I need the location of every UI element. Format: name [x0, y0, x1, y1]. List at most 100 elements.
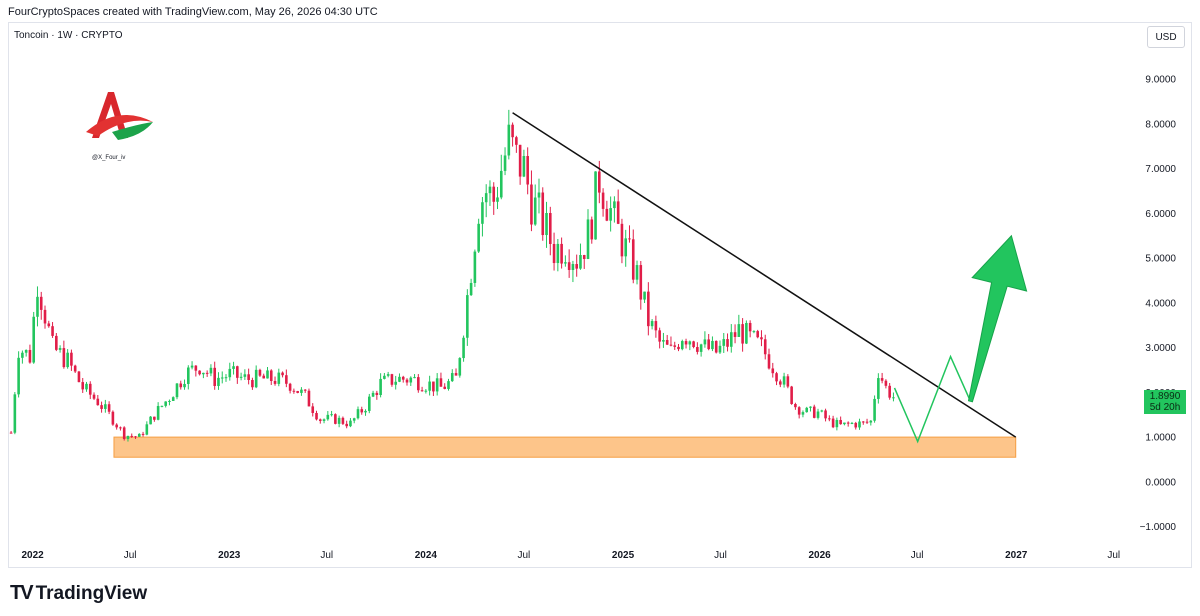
candle-body	[669, 344, 673, 346]
candle-body	[345, 423, 348, 427]
candle-body	[273, 381, 277, 384]
candle-body	[318, 419, 322, 421]
candle-body	[477, 223, 480, 252]
candle-body	[484, 193, 488, 203]
candle-body	[21, 352, 24, 358]
candle-body	[741, 324, 744, 344]
candle-body	[809, 406, 812, 408]
candle-body	[36, 296, 39, 317]
candle-body	[115, 424, 118, 428]
candle-body	[300, 389, 303, 393]
candle-body	[371, 392, 375, 397]
candle-body	[869, 420, 873, 423]
candle-body	[748, 322, 752, 332]
candle-body	[39, 296, 43, 310]
candle-body	[624, 238, 628, 257]
candle-body	[790, 386, 793, 404]
candle-body	[55, 335, 58, 350]
candle-body	[424, 390, 428, 392]
candle-body	[405, 379, 409, 383]
candle-body	[703, 339, 707, 345]
chart-frame	[8, 22, 1192, 568]
candle-body	[107, 404, 111, 412]
candle-body	[722, 339, 726, 346]
candle-body	[850, 422, 854, 424]
currency-button[interactable]: USD	[1147, 26, 1185, 48]
candle-body	[737, 324, 741, 337]
candle-body	[341, 417, 345, 424]
candle-body	[326, 414, 330, 420]
x-tick-label: Jul	[518, 550, 531, 561]
candle-body	[533, 197, 537, 225]
candle-body	[58, 348, 62, 350]
candle-body	[292, 390, 296, 392]
logo-swoosh-red	[86, 114, 153, 136]
candle-body	[160, 405, 164, 407]
candle-body	[432, 381, 435, 392]
candle-body	[828, 418, 831, 420]
candle-body	[680, 341, 684, 350]
y-tick-label: 5.0000	[1145, 254, 1176, 265]
candle-body	[122, 427, 126, 440]
candle-body	[726, 339, 729, 347]
candle-body	[236, 366, 239, 378]
candle-body	[579, 255, 582, 269]
x-tick-label: Jul	[320, 550, 333, 561]
candle-body	[846, 422, 850, 424]
y-tick-label: 1.0000	[1145, 433, 1176, 444]
time-axis: 2022 Jul 2023 Jul 2024 Jul 2025 Jul 2026 Jul 2027 J…	[21, 550, 1120, 561]
candle-body	[179, 383, 183, 388]
candle-body	[877, 378, 880, 399]
candle-body	[820, 410, 824, 412]
candles	[9, 109, 895, 442]
candle-body	[187, 367, 190, 384]
candle-body	[330, 414, 333, 416]
candle-body	[70, 352, 73, 366]
candle-body	[364, 410, 367, 413]
symbol-label[interactable]: Toncoin · 1W · CRYPTO	[14, 30, 123, 41]
candle-body	[699, 344, 703, 352]
candle-body	[228, 368, 232, 378]
candle-body	[311, 406, 315, 413]
candle-body	[296, 391, 299, 393]
candle-body	[96, 398, 100, 406]
projection-path	[893, 354, 972, 444]
candle-body	[390, 374, 394, 385]
candle-body	[760, 337, 763, 340]
candle-body	[149, 416, 152, 425]
candle-body	[692, 341, 695, 348]
candle-body	[518, 144, 522, 177]
bullish-arrow-shape	[967, 234, 1028, 403]
candle-body	[469, 282, 473, 296]
candle-body	[32, 316, 36, 363]
candle-body	[288, 383, 292, 391]
candle-body	[843, 422, 846, 425]
candle-body	[650, 321, 654, 327]
candle-body	[232, 366, 235, 369]
support-zone	[113, 436, 1017, 458]
candle-body	[786, 376, 790, 387]
candle-body	[733, 332, 737, 337]
candle-body	[13, 394, 17, 433]
candle-body	[334, 414, 337, 424]
candle-body	[88, 383, 92, 395]
candle-body	[541, 192, 545, 236]
candle-body	[647, 291, 650, 327]
candle-body	[767, 354, 771, 369]
candle-body	[745, 322, 748, 344]
candle-body	[145, 424, 149, 435]
support-zone-rect	[113, 436, 1017, 458]
candle-body	[718, 345, 722, 353]
candle-body	[458, 358, 462, 376]
candle-body	[17, 357, 20, 395]
candle-body	[537, 192, 541, 198]
candle-body	[375, 392, 379, 396]
candle-body	[620, 223, 624, 257]
candle-body	[861, 421, 865, 423]
tradingview-logo[interactable]: TV TradingView	[10, 582, 147, 605]
candle-body	[511, 124, 514, 138]
trendline	[512, 112, 1017, 438]
candle-body	[763, 339, 767, 355]
chart-caption: FourCryptoSpaces created with TradingVie…	[8, 6, 378, 18]
